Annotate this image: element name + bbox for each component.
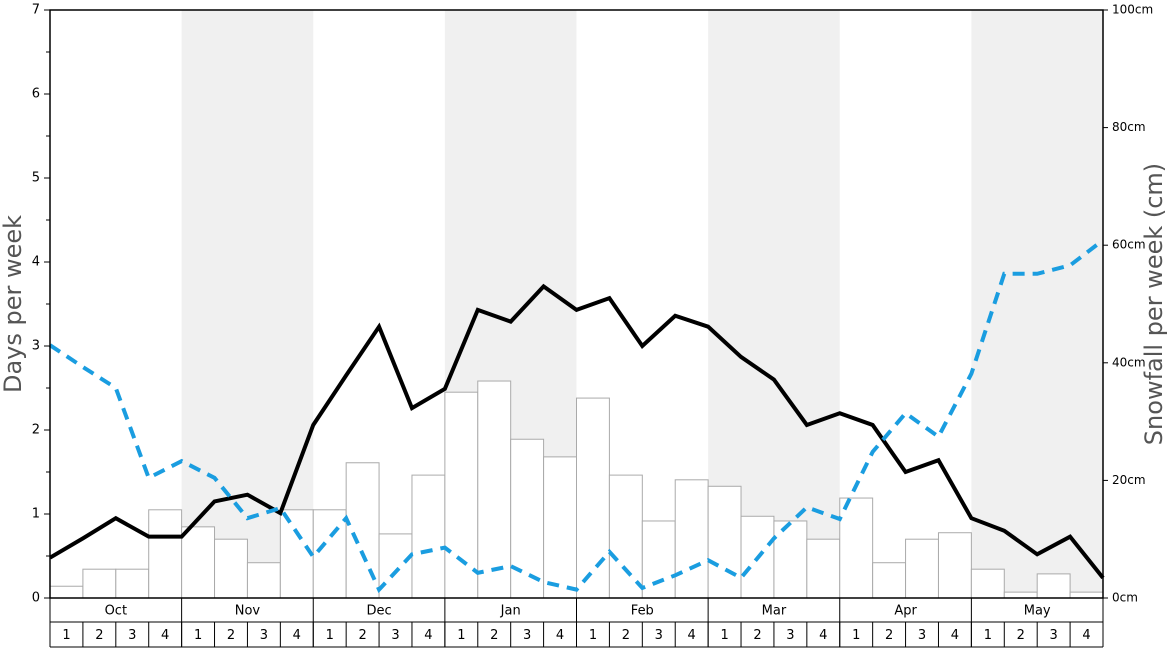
week-label: 2 (885, 628, 893, 643)
y2-tick-label: 0cm (1112, 591, 1138, 605)
week-label: 3 (391, 628, 399, 643)
week-label: 1 (457, 628, 465, 643)
week-label: 4 (951, 628, 959, 643)
week-label: 2 (227, 628, 235, 643)
bar (970, 568, 1005, 599)
bar (246, 562, 281, 599)
week-label: 2 (358, 628, 366, 643)
week-label: 1 (62, 628, 70, 643)
y-tick-label: 0 (32, 591, 40, 606)
week-label: 2 (622, 628, 630, 643)
week-label: 4 (819, 628, 827, 643)
month-label: Jan (500, 604, 521, 619)
month-band (181, 10, 314, 598)
bar (444, 391, 479, 599)
bar (312, 509, 347, 599)
bar (477, 380, 512, 599)
week-label: 1 (852, 628, 860, 643)
bar (49, 585, 84, 599)
bar (576, 397, 610, 599)
y2-axis-title: Snowfall per week (cm) (1140, 163, 1168, 445)
bar (543, 456, 577, 599)
month-label: Nov (235, 604, 261, 619)
month-label: Oct (105, 604, 127, 619)
bar (1036, 573, 1071, 599)
bar (839, 497, 874, 599)
bar (115, 568, 150, 599)
month-label: Dec (366, 604, 391, 619)
y2-tick-label: 40cm (1112, 355, 1146, 369)
week-label: 1 (984, 628, 992, 643)
week-label: 2 (753, 628, 761, 643)
week-label: 3 (260, 628, 268, 643)
week-label: 4 (293, 628, 301, 643)
y2-tick-label: 60cm (1112, 238, 1146, 252)
week-label: 4 (161, 628, 169, 643)
line-series (48, 238, 1105, 594)
bar (937, 532, 972, 599)
week-label: 4 (424, 628, 432, 643)
y-axis-title: Days per week (0, 215, 27, 393)
bar (905, 538, 939, 599)
week-label: 4 (1082, 628, 1090, 643)
y-tick-label: 4 (32, 255, 40, 270)
line-series (48, 283, 1105, 580)
bar (214, 538, 248, 599)
week-label: 3 (655, 628, 663, 643)
week-label: 3 (523, 628, 531, 643)
month-label: Apr (894, 604, 917, 619)
bar (674, 479, 709, 599)
week-label: 1 (194, 628, 202, 643)
week-label: 1 (589, 628, 597, 643)
week-label: 2 (490, 628, 498, 643)
bar (82, 568, 117, 599)
bar (707, 485, 742, 599)
bar (510, 438, 545, 599)
bar (608, 474, 643, 599)
bar (411, 474, 446, 599)
bar (279, 509, 314, 599)
bar (872, 562, 907, 599)
bar (773, 520, 808, 599)
month-band (971, 10, 1103, 598)
bar (1003, 591, 1038, 599)
bar (641, 520, 676, 599)
y-tick-label: 5 (32, 171, 40, 186)
week-label: 4 (688, 628, 696, 643)
bar (148, 509, 183, 599)
background (181, 10, 1103, 598)
week-label: 3 (128, 628, 136, 643)
y-tick-label: 6 (32, 87, 40, 102)
week-label: 1 (720, 628, 728, 643)
bar (1069, 591, 1104, 599)
week-label: 2 (95, 628, 103, 643)
month-label: Feb (631, 604, 654, 619)
week-label: 3 (786, 628, 794, 643)
y2-tick-label: 20cm (1112, 473, 1146, 487)
week-label: 3 (918, 628, 926, 643)
y-tick-label: 3 (32, 339, 40, 354)
bar (181, 526, 216, 599)
y2-tick-label: 80cm (1112, 120, 1146, 134)
month-label: Mar (762, 604, 787, 619)
month-label: May (1024, 604, 1051, 619)
y-tick-label: 7 (32, 3, 40, 18)
bar (806, 538, 841, 599)
week-label: 3 (1050, 628, 1058, 643)
week-label: 1 (326, 628, 334, 643)
y2-tick-label: 100cm (1112, 3, 1153, 17)
week-label: 2 (1017, 628, 1025, 643)
bar (378, 533, 413, 599)
y-tick-label: 1 (32, 507, 40, 522)
y-tick-label: 2 (32, 423, 40, 438)
week-label: 4 (556, 628, 564, 643)
